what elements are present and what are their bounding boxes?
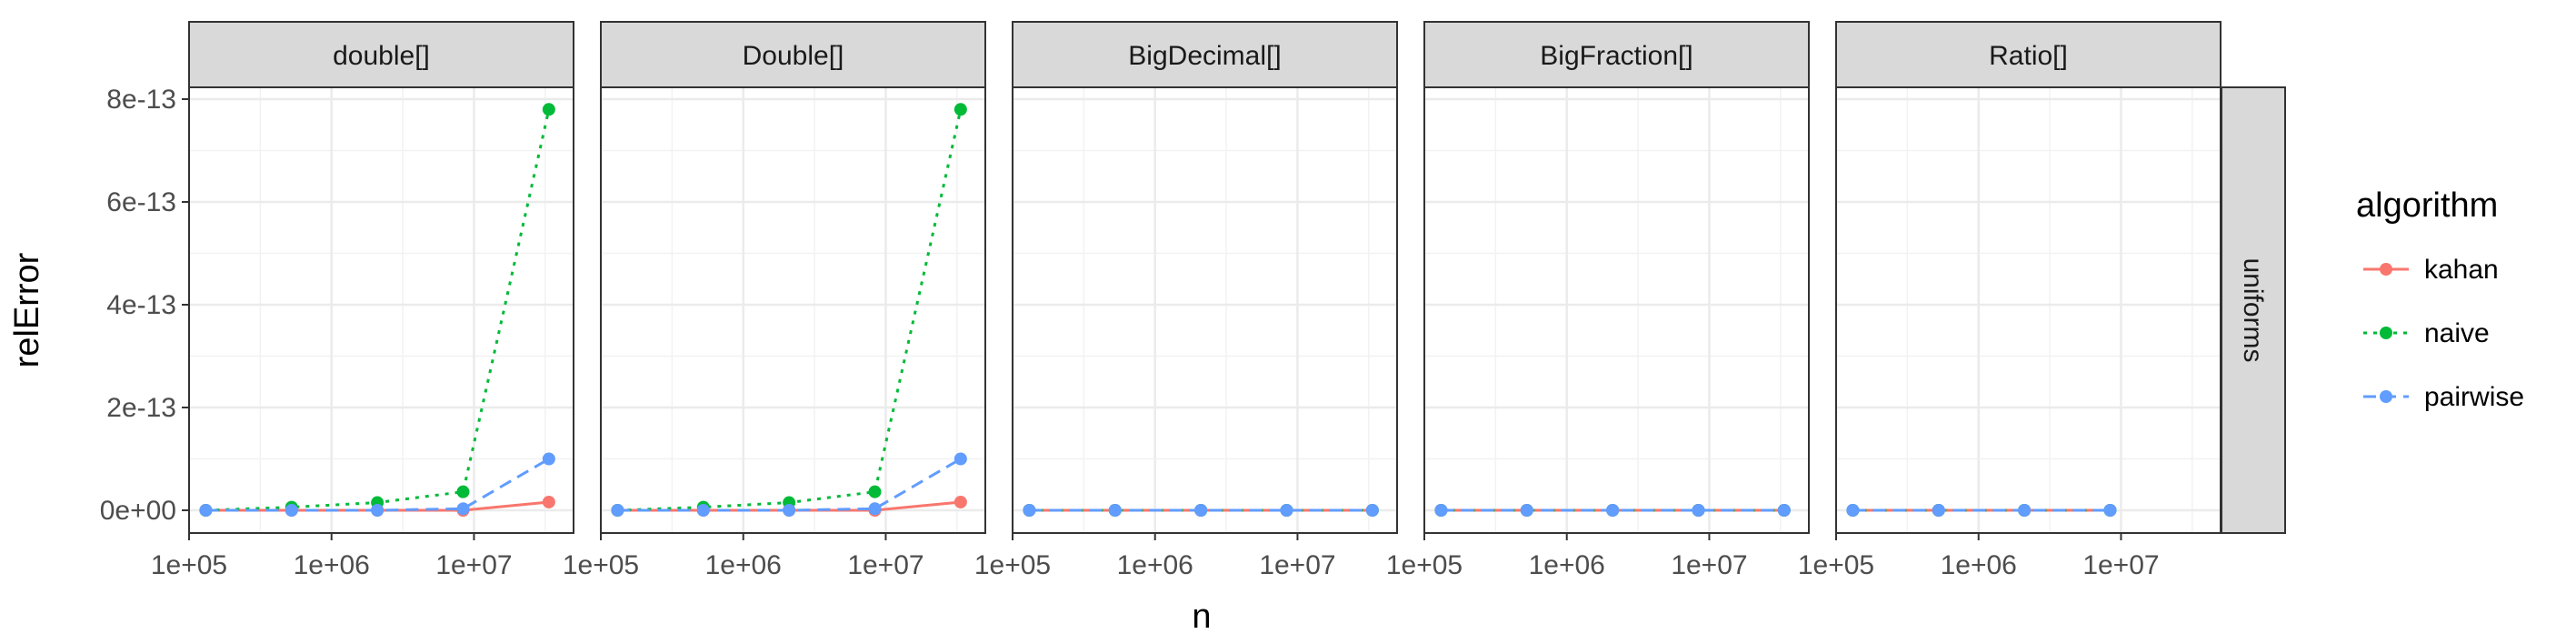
data-point-pairwise xyxy=(1434,504,1448,517)
facet-panel xyxy=(1011,86,1398,534)
facet-strip-label: Double[] xyxy=(743,41,844,71)
data-point-pairwise xyxy=(542,452,555,466)
y-tick-label: 8e-13 xyxy=(106,85,176,115)
x-tick-label: 1e+06 xyxy=(1529,550,1605,580)
data-point-naive xyxy=(954,103,967,116)
panel-background xyxy=(1424,87,1809,533)
data-point-pairwise xyxy=(611,504,624,517)
legend-entry-label: naive xyxy=(2424,318,2490,348)
facet-strip-label: double[] xyxy=(333,41,430,71)
legend: algorithm kahan naive pairwise xyxy=(2356,186,2524,412)
legend-key-point xyxy=(2380,327,2392,339)
facet-strip-label: BigFraction[] xyxy=(1540,41,1692,71)
data-point-naive xyxy=(542,103,555,116)
legend-key-point xyxy=(2380,390,2392,403)
y-tick-label: 4e-13 xyxy=(106,290,176,320)
x-tick-label: 1e+07 xyxy=(2082,550,2159,580)
x-tick-label: 1e+07 xyxy=(435,550,512,580)
data-point-kahan xyxy=(542,495,555,508)
x-tick-label: 1e+05 xyxy=(1798,550,1874,580)
y-tick-label: 0e+00 xyxy=(100,496,176,526)
row-strip: uniforms xyxy=(2221,86,2286,534)
y-tick-label: 6e-13 xyxy=(106,187,176,217)
facet-strip xyxy=(600,21,986,88)
y-axis-title: relError xyxy=(8,252,46,367)
x-tick-label: 1e+05 xyxy=(563,550,639,580)
data-point-pairwise xyxy=(1280,504,1293,517)
x-axis-title: n xyxy=(1192,598,1211,636)
data-point-pairwise xyxy=(954,452,967,466)
panel-background xyxy=(1013,87,1397,533)
panel-border xyxy=(1423,86,1810,534)
data-point-pairwise xyxy=(1365,504,1379,517)
x-tick-label: 1e+06 xyxy=(294,550,370,580)
data-point-pairwise xyxy=(371,504,384,517)
x-tick-label: 1e+06 xyxy=(1117,550,1193,580)
facet-panel xyxy=(1423,86,1810,534)
legend-entry-label: pairwise xyxy=(2424,382,2524,412)
x-tick-label: 1e+05 xyxy=(1386,550,1463,580)
x-tick-label: 1e+06 xyxy=(1941,550,2017,580)
data-point-pairwise xyxy=(1520,504,1533,517)
data-point-pairwise xyxy=(868,502,882,516)
facet-panels xyxy=(187,86,2222,534)
data-point-pairwise xyxy=(456,502,470,516)
data-point-pairwise xyxy=(1606,504,1620,517)
data-point-pairwise xyxy=(1692,504,1705,517)
facet-strip xyxy=(188,21,574,88)
facet-panel xyxy=(187,86,574,534)
x-tick-label: 1e+07 xyxy=(1259,550,1335,580)
data-point-pairwise xyxy=(1932,504,1945,517)
facet-strip xyxy=(1012,21,1398,88)
data-point-pairwise xyxy=(1023,504,1036,517)
y-axis: 0e+00 2e-13 4e-13 6e-13 8e-13 xyxy=(100,85,189,526)
data-point-naive xyxy=(456,485,470,498)
x-tick-label: 1e+07 xyxy=(1671,550,1747,580)
data-point-pairwise xyxy=(199,504,213,517)
data-point-pairwise xyxy=(1846,504,1860,517)
data-point-kahan xyxy=(954,495,967,508)
legend-entry-label: kahan xyxy=(2424,255,2499,285)
legend-key-point xyxy=(2380,263,2392,276)
data-point-pairwise xyxy=(285,504,298,517)
data-point-pairwise xyxy=(696,504,710,517)
data-point-pairwise xyxy=(1194,504,1208,517)
x-tick-label: 1e+05 xyxy=(151,550,227,580)
facet-panel xyxy=(1834,86,2222,534)
panel-background xyxy=(189,87,574,533)
panel-background xyxy=(1836,87,2221,533)
facet-strips: double[] Double[] BigDecimal[] BigFraction[… xyxy=(188,21,2222,88)
data-point-pairwise xyxy=(2018,504,2032,517)
x-tick-label: 1e+07 xyxy=(847,550,924,580)
x-axis: 1e+05 1e+06 1e+07 1e+05 1e+06 1e+07 1e+05 1e+06… xyxy=(151,533,2160,580)
x-tick-label: 1e+05 xyxy=(974,550,1051,580)
facet-strip-label: Ratio[] xyxy=(1989,41,2068,71)
panel-border xyxy=(188,86,574,534)
x-tick-label: 1e+06 xyxy=(705,550,782,580)
panel-border xyxy=(1012,86,1398,534)
row-strip-label: uniforms xyxy=(2238,257,2268,362)
panel-border xyxy=(600,86,986,534)
data-point-naive xyxy=(868,485,882,498)
y-tick-label: 2e-13 xyxy=(106,393,176,423)
row-strip-box xyxy=(2221,86,2286,534)
facet-panel xyxy=(599,86,986,534)
facet-strip-label: BigDecimal[] xyxy=(1128,41,1281,71)
panel-background xyxy=(601,87,985,533)
data-point-pairwise xyxy=(2103,504,2117,517)
data-point-pairwise xyxy=(783,504,796,517)
data-point-pairwise xyxy=(1777,504,1791,517)
legend-title: algorithm xyxy=(2356,186,2498,225)
facet-strip xyxy=(1423,21,1810,88)
data-point-pairwise xyxy=(1108,504,1122,517)
